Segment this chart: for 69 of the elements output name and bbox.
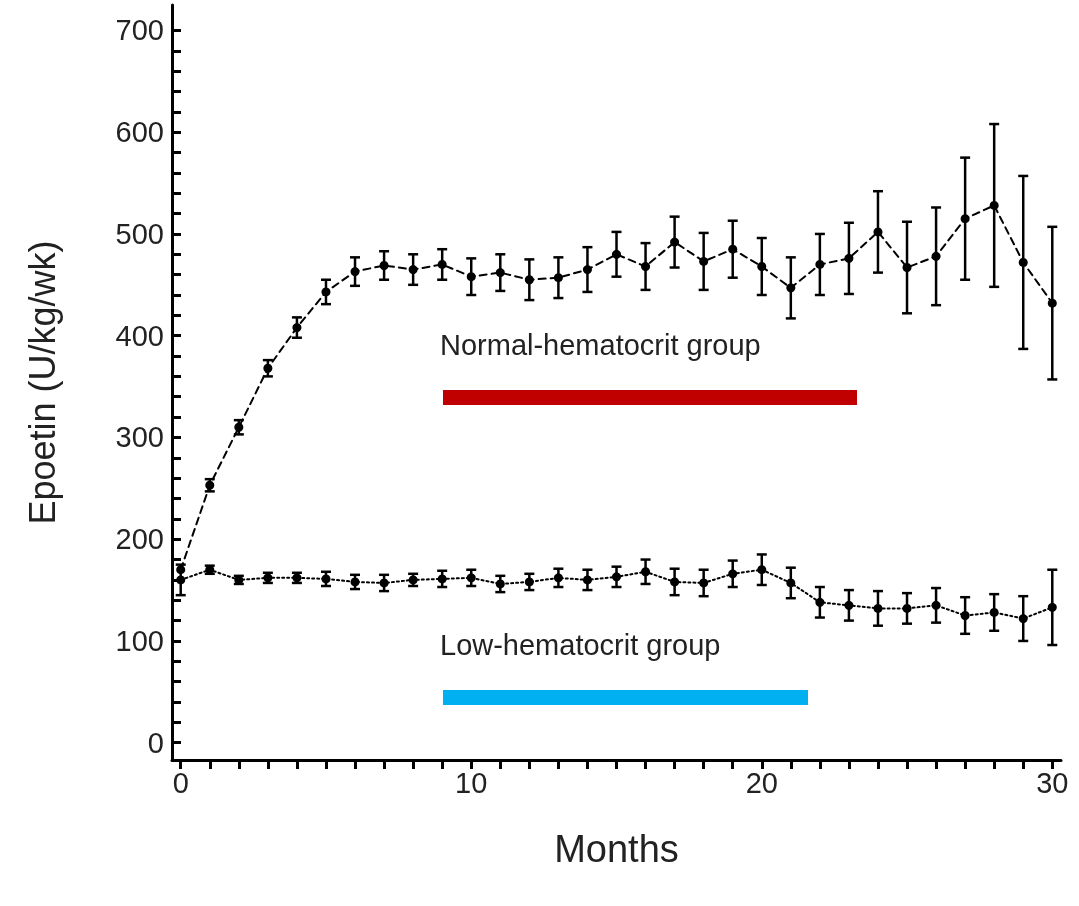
point — [437, 259, 447, 269]
point — [176, 575, 186, 585]
point — [815, 259, 825, 269]
y-tick-label: 700 — [115, 14, 164, 47]
point — [379, 578, 389, 588]
point — [786, 283, 796, 293]
y-tick-label: 600 — [115, 116, 164, 149]
point — [1018, 614, 1028, 624]
point — [582, 265, 592, 275]
point — [408, 265, 418, 275]
series-label: Normal-hematocrit group — [440, 328, 761, 361]
point — [495, 268, 505, 278]
point — [321, 287, 331, 297]
point — [466, 573, 476, 583]
point — [466, 272, 476, 282]
point — [670, 577, 680, 587]
point — [873, 603, 883, 613]
point — [1047, 298, 1057, 308]
point — [815, 597, 825, 607]
point — [612, 572, 621, 582]
point — [582, 575, 592, 585]
point — [641, 262, 651, 271]
y-tick-label: 0 — [147, 726, 164, 759]
point — [902, 603, 912, 613]
point — [844, 253, 854, 263]
point — [263, 363, 273, 373]
series-label: Low-hematocrit group — [440, 628, 721, 661]
y-tick-label: 200 — [115, 523, 164, 556]
point — [524, 577, 534, 587]
point — [699, 578, 709, 588]
point — [612, 249, 621, 259]
point — [553, 573, 563, 583]
point — [437, 574, 447, 584]
x-tick-label: 10 — [455, 766, 488, 799]
y-tick-label: 100 — [115, 624, 164, 657]
point — [960, 611, 970, 621]
point — [728, 569, 738, 579]
point — [1047, 602, 1057, 612]
point — [873, 227, 883, 237]
point — [757, 565, 767, 575]
x-tick-label: 30 — [1036, 766, 1069, 799]
point — [553, 273, 563, 283]
point — [931, 251, 941, 261]
point — [379, 260, 389, 270]
point — [292, 323, 302, 333]
point — [176, 565, 186, 575]
point — [495, 579, 505, 589]
point — [786, 578, 796, 588]
point — [350, 267, 360, 277]
point — [989, 200, 999, 210]
y-axis-title: Epoetin (U/kg/wk) — [21, 240, 63, 525]
point — [902, 263, 912, 273]
y-tick-label: 400 — [115, 319, 164, 352]
y-tick-label: 300 — [115, 421, 164, 454]
point — [1018, 257, 1028, 267]
point — [699, 256, 709, 266]
point — [728, 244, 738, 254]
point — [989, 607, 999, 617]
x-tick-label: 0 — [172, 766, 189, 799]
x-tick-label: 20 — [745, 766, 778, 799]
point — [641, 567, 651, 577]
y-tick-label: 500 — [115, 217, 164, 250]
point — [844, 600, 854, 610]
point — [931, 600, 941, 610]
x-axis-title: Months — [554, 828, 679, 870]
point — [670, 237, 680, 247]
point — [960, 214, 970, 224]
point — [524, 275, 534, 285]
point — [757, 262, 767, 271]
